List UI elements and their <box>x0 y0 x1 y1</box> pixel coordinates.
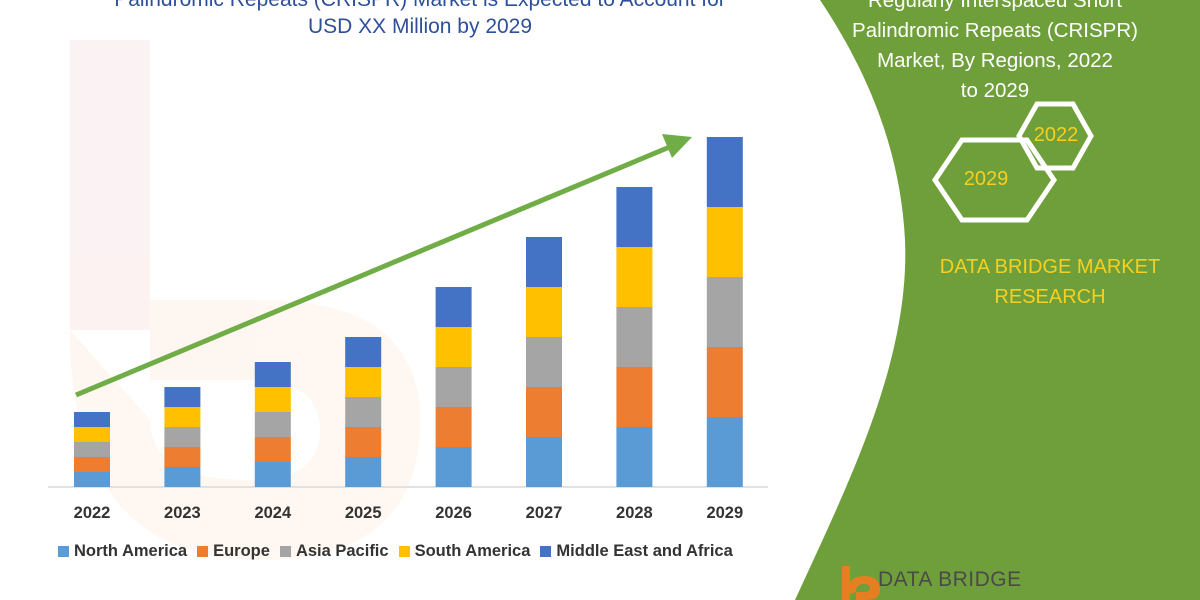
bars-group <box>74 137 743 487</box>
bar-segment-south-america-2028 <box>616 247 653 307</box>
legend-item-middle-east-and-africa: Middle East and Africa <box>540 541 733 561</box>
bar-segment-south-america-2026 <box>435 327 472 367</box>
legend-label: Europe <box>213 541 270 560</box>
x-tick-label-2022: 2022 <box>74 504 111 522</box>
side-panel-background <box>795 0 1200 600</box>
side-panel-heading-line4: to 2029 <box>960 79 1030 102</box>
bar-segment-europe-2026 <box>435 407 472 447</box>
footer-logo-text: DATA BRIDGE <box>878 568 1022 591</box>
legend-label: South America <box>414 541 531 560</box>
bar-segment-north-america-2028 <box>616 427 653 487</box>
legend-item-asia-pacific: Asia Pacific <box>279 541 389 561</box>
legend-swatch <box>279 545 291 557</box>
watermark-logo <box>70 40 420 560</box>
bar-segment-middle-east-and-africa-2022 <box>74 412 110 427</box>
bar-segment-europe-2029 <box>706 347 743 417</box>
bar-segment-north-america-2023 <box>164 467 201 487</box>
bar-segment-middle-east-and-africa-2025 <box>345 337 382 367</box>
bar-segment-north-america-2022 <box>74 472 110 487</box>
x-tick-label-2024: 2024 <box>254 504 292 522</box>
chart-legend: North America Europe Asia Pacific South Ame… <box>58 540 733 562</box>
bar-segment-europe-2028 <box>616 367 653 427</box>
bar-segment-asia-pacific-2028 <box>616 307 653 367</box>
side-panel-heading-line3: Market, By Regions, 2022 <box>877 49 1113 72</box>
legend-label: Asia Pacific <box>295 541 389 560</box>
bar-segment-asia-pacific-2029 <box>706 277 743 347</box>
x-tick-label-2029: 2029 <box>706 504 743 522</box>
bar-segment-europe-2025 <box>345 427 382 457</box>
bar-segment-asia-pacific-2022 <box>74 442 110 457</box>
chart-title-line1: Palindromic Repeats (CRISPR) Market is E… <box>40 0 800 13</box>
bar-segment-asia-pacific-2025 <box>345 397 382 427</box>
bar-segment-asia-pacific-2026 <box>435 367 472 407</box>
legend-item-north-america: North America <box>58 542 187 561</box>
x-tick-label-2027: 2027 <box>526 504 563 522</box>
bar-segment-south-america-2024 <box>254 387 291 412</box>
bar-segment-south-america-2023 <box>164 407 201 427</box>
bar-segment-north-america-2029 <box>706 417 743 487</box>
bar-segment-middle-east-and-africa-2026 <box>435 287 472 327</box>
brand-name: DATA BRIDGE MARKET RESEARCH <box>900 252 1200 312</box>
bar-segment-middle-east-and-africa-2027 <box>526 237 562 287</box>
brand-name-line1: DATA BRIDGE MARKET <box>939 256 1161 278</box>
trend-arrow-head <box>662 134 692 158</box>
bar-segment-asia-pacific-2027 <box>526 337 562 387</box>
bar-segment-europe-2023 <box>164 447 201 467</box>
bar-segment-north-america-2026 <box>435 447 472 487</box>
bar-segment-europe-2024 <box>254 437 291 462</box>
chart-title: Palindromic Repeats (CRISPR) Market is E… <box>40 0 800 40</box>
x-tick-label-2028: 2028 <box>616 504 653 522</box>
bar-segment-middle-east-and-africa-2029 <box>706 137 743 207</box>
x-tick-labels: 2022 2023 2024 2025 2026 2027 2028 2029 <box>74 504 744 522</box>
bar-segment-middle-east-and-africa-2023 <box>164 387 201 407</box>
bar-segment-europe-2027 <box>526 387 562 437</box>
x-tick-label-2026: 2026 <box>435 504 472 522</box>
bar-segment-middle-east-and-africa-2024 <box>254 362 291 387</box>
hexagon-start-label: 2029 <box>963 168 1009 190</box>
bar-segment-europe-2022 <box>74 457 110 472</box>
legend-swatch <box>398 545 410 557</box>
trend-arrow-line <box>75 143 673 398</box>
bar-segment-south-america-2027 <box>526 287 562 337</box>
hexagon-end-icon <box>1016 101 1094 171</box>
bar-segment-north-america-2025 <box>345 457 382 487</box>
side-panel-heading: Regularly Interspaced Short Palindromic … <box>835 0 1155 106</box>
x-tick-label-2025: 2025 <box>345 504 382 522</box>
footer-logo-icon <box>842 566 880 600</box>
legend-label: Middle East and Africa <box>556 541 733 560</box>
bar-segment-asia-pacific-2024 <box>254 412 291 437</box>
legend-item-south-america: South America <box>398 541 531 561</box>
legend-label: North America <box>74 541 188 560</box>
bar-segment-asia-pacific-2023 <box>164 427 201 447</box>
bar-segment-south-america-2025 <box>345 367 382 397</box>
legend-item-europe: Europe <box>197 542 270 561</box>
legend-swatch <box>540 545 552 557</box>
side-panel-heading-line1: Regularly Interspaced Short <box>867 0 1123 12</box>
x-tick-label-2023: 2023 <box>164 504 201 522</box>
chart-title-line2: USD XX Million by 2029 <box>307 15 533 38</box>
bar-segment-north-america-2027 <box>526 437 562 487</box>
legend-swatch <box>197 545 209 557</box>
legend-swatch <box>58 545 69 557</box>
brand-name-line2: RESEARCH <box>994 286 1106 308</box>
hexagon-start-icon <box>931 137 1058 223</box>
bar-segment-south-america-2029 <box>706 207 743 277</box>
bar-segment-north-america-2024 <box>254 462 291 487</box>
side-panel-heading-line2: Palindromic Repeats (CRISPR) <box>852 19 1138 42</box>
hexagon-end-label: 2022 <box>1033 124 1079 146</box>
bar-segment-middle-east-and-africa-2028 <box>616 187 653 247</box>
bar-segment-south-america-2022 <box>74 427 110 442</box>
